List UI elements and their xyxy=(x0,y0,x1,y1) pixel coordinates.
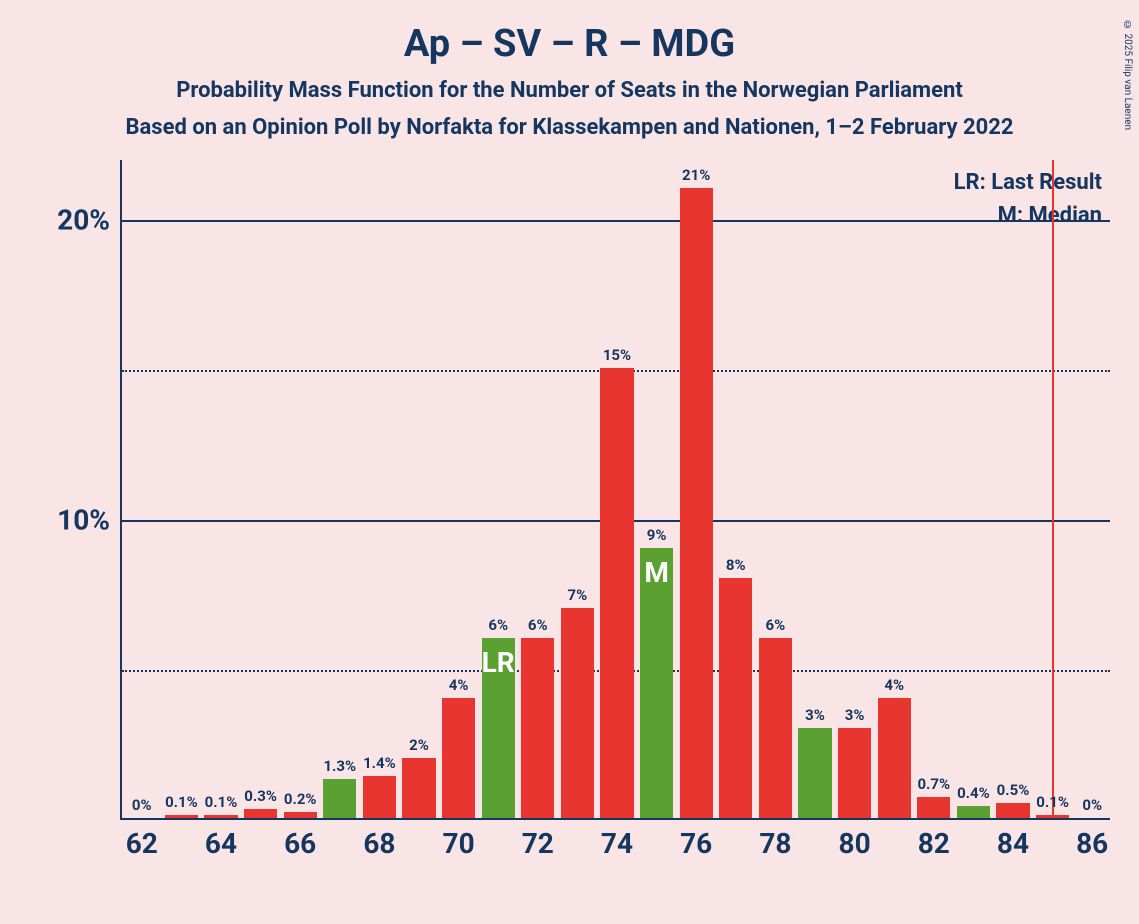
bar-value-label: 4% xyxy=(449,676,469,694)
x-axis-label: 80 xyxy=(839,827,871,860)
bar-value-label: 6% xyxy=(528,616,548,634)
x-axis-label: 66 xyxy=(284,827,316,860)
bar: 6% xyxy=(759,638,792,818)
bar: 3% xyxy=(838,728,871,818)
bar-value-label: 1.3% xyxy=(323,757,356,775)
bar-value-label: 9% xyxy=(647,526,667,544)
bar-value-label: 6% xyxy=(766,616,786,634)
y-axis-label: 20% xyxy=(40,204,110,237)
bar: 1.3% xyxy=(323,779,356,818)
x-axis-label: 74 xyxy=(601,827,633,860)
bar: 4% xyxy=(878,698,911,818)
reference-line xyxy=(1052,160,1054,818)
bar: 15% xyxy=(600,368,633,818)
bar: 7% xyxy=(561,608,594,818)
legend-m: M: Median xyxy=(954,199,1102,232)
bar-value-label: 21% xyxy=(682,166,710,184)
bar-value-label: 0% xyxy=(132,796,152,814)
bar-value-label: 3% xyxy=(805,706,825,724)
x-axis-label: 72 xyxy=(522,827,554,860)
bar-value-label: 4% xyxy=(884,676,904,694)
bar-value-label: 0.2% xyxy=(284,790,317,808)
bar-value-label: 0.3% xyxy=(244,787,277,805)
x-axis-label: 70 xyxy=(443,827,475,860)
bar-value-label: 7% xyxy=(568,586,588,604)
bar-marker: LR xyxy=(482,646,515,679)
bar: 6%LR xyxy=(482,638,515,818)
x-axis-label: 86 xyxy=(1076,827,1108,860)
chart-subtitle-1: Probability Mass Function for the Number… xyxy=(0,78,1139,103)
bar-value-label: 0.5% xyxy=(997,781,1030,799)
bar: 0.4% xyxy=(957,806,990,818)
x-axis-label: 84 xyxy=(997,827,1029,860)
bar-value-label: 8% xyxy=(726,556,746,574)
bar: 6% xyxy=(521,638,554,818)
bar-value-label: 0% xyxy=(1082,796,1102,814)
bar: 0.2% xyxy=(284,812,317,818)
chart-title: Ap – SV – R – MDG xyxy=(0,0,1139,66)
bar-value-label: 0.7% xyxy=(917,775,950,793)
bar-value-label: 2% xyxy=(409,736,429,754)
bar: 4% xyxy=(442,698,475,818)
legend-lr: LR: Last Result xyxy=(954,166,1102,199)
bar: 0.1% xyxy=(204,815,237,818)
bar: 1.4% xyxy=(363,776,396,818)
bar: 0.1% xyxy=(165,815,198,818)
bar-value-label: 0.1% xyxy=(1036,793,1069,811)
bar: 0.3% xyxy=(244,809,277,818)
bar-value-label: 0.4% xyxy=(957,784,990,802)
chart-subtitle-2: Based on an Opinion Poll by Norfakta for… xyxy=(0,115,1139,140)
x-axis-label: 76 xyxy=(680,827,712,860)
chart-area: LR: Last Result M: Median 62 64 66 68 70 72 74… xyxy=(40,160,1110,880)
bar-value-label: 0.1% xyxy=(205,793,238,811)
bar-value-label: 15% xyxy=(603,346,631,364)
bar: 9%M xyxy=(640,548,673,818)
bar: 3% xyxy=(798,728,831,818)
x-axis-label: 62 xyxy=(126,827,158,860)
bar: 0.1% xyxy=(1036,815,1069,818)
x-axis-label: 64 xyxy=(205,827,237,860)
bar-value-label: 1.4% xyxy=(363,754,396,772)
legend: LR: Last Result M: Median xyxy=(954,166,1102,232)
plot-area: LR: Last Result M: Median 62646668707274… xyxy=(120,160,1110,820)
bar: 0.7% xyxy=(917,797,950,818)
x-axis-label: 68 xyxy=(363,827,395,860)
bar: 21% xyxy=(680,188,713,818)
bar: 2% xyxy=(402,758,435,818)
bar-value-label: 0.1% xyxy=(165,793,198,811)
bar-value-label: 3% xyxy=(845,706,865,724)
x-axis-label: 78 xyxy=(759,827,791,860)
bar: 8% xyxy=(719,578,752,818)
bar: 0.5% xyxy=(996,803,1029,818)
x-axis-label: 82 xyxy=(918,827,950,860)
bar-marker: M xyxy=(644,556,669,589)
copyright-text: © 2025 Filip van Laenen xyxy=(1122,20,1133,130)
y-axis-label: 10% xyxy=(40,504,110,537)
bar-value-label: 6% xyxy=(488,616,508,634)
gridline xyxy=(122,220,1110,222)
